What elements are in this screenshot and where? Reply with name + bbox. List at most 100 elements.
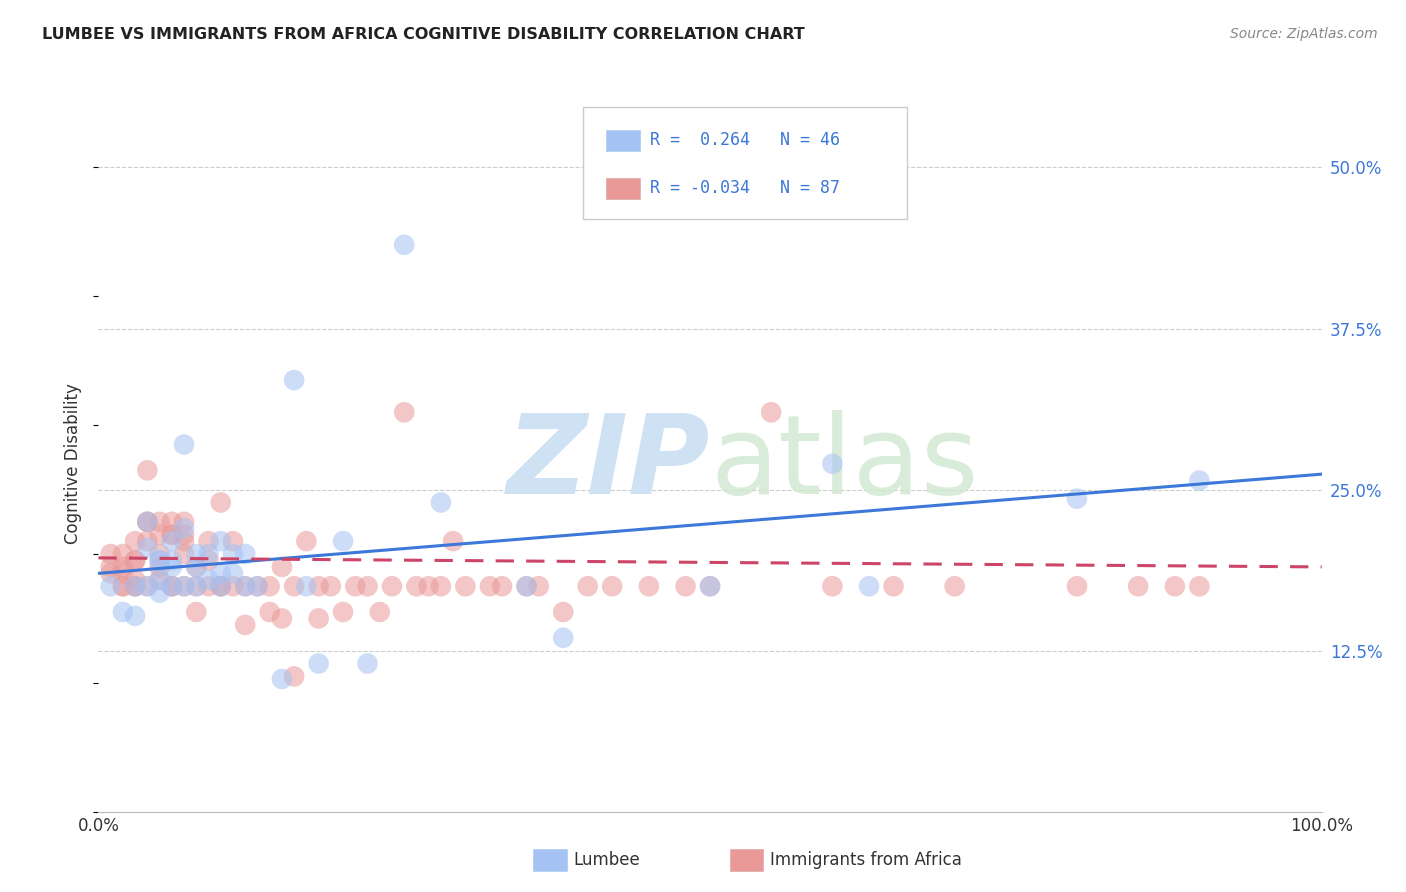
Point — [246, 579, 269, 593]
Point — [136, 515, 159, 529]
Point — [173, 437, 195, 451]
Point — [368, 605, 391, 619]
Point — [553, 631, 575, 645]
Point — [160, 560, 183, 574]
Point — [124, 579, 146, 593]
Point — [1128, 579, 1150, 593]
Point — [173, 579, 195, 593]
Point — [197, 534, 219, 549]
Point — [149, 553, 172, 567]
Point — [222, 547, 245, 561]
Text: R = -0.034   N = 87: R = -0.034 N = 87 — [650, 179, 839, 197]
Point — [246, 579, 269, 593]
Point — [270, 611, 294, 625]
Text: Source: ZipAtlas.com: Source: ZipAtlas.com — [1230, 27, 1378, 41]
Point — [136, 579, 159, 593]
Text: Lumbee: Lumbee — [574, 851, 640, 869]
Point — [332, 605, 354, 619]
Point — [491, 579, 513, 593]
Point — [149, 553, 172, 567]
Point — [136, 515, 159, 529]
Point — [197, 547, 219, 561]
Point — [821, 579, 844, 593]
Point — [283, 373, 305, 387]
Point — [233, 579, 256, 593]
Point — [356, 579, 378, 593]
Point — [100, 560, 122, 574]
Point — [1066, 491, 1088, 506]
Point — [149, 547, 172, 561]
Point — [675, 579, 697, 593]
Point — [149, 560, 172, 574]
Point — [344, 579, 367, 593]
Point — [515, 579, 537, 593]
Point — [233, 618, 256, 632]
Text: LUMBEE VS IMMIGRANTS FROM AFRICA COGNITIVE DISABILITY CORRELATION CHART: LUMBEE VS IMMIGRANTS FROM AFRICA COGNITI… — [42, 27, 804, 42]
Point — [160, 579, 183, 593]
Text: R =  0.264   N = 46: R = 0.264 N = 46 — [650, 131, 839, 149]
Point — [319, 579, 342, 593]
Text: atlas: atlas — [710, 410, 979, 517]
Point — [222, 579, 245, 593]
Point — [515, 579, 537, 593]
Point — [308, 579, 330, 593]
Point — [283, 579, 305, 593]
Point — [699, 579, 721, 593]
Point — [332, 534, 354, 549]
Point — [576, 579, 599, 593]
Point — [149, 573, 172, 587]
Text: Immigrants from Africa: Immigrants from Africa — [770, 851, 962, 869]
Point — [209, 579, 232, 593]
Point — [197, 573, 219, 587]
Point — [308, 611, 330, 625]
Point — [111, 579, 134, 593]
Point — [149, 585, 172, 599]
Point — [600, 579, 623, 593]
Point — [136, 534, 159, 549]
Point — [111, 547, 134, 561]
Point — [100, 566, 122, 581]
Point — [943, 579, 966, 593]
Point — [638, 579, 661, 593]
Point — [100, 579, 122, 593]
Point — [186, 579, 208, 593]
Point — [259, 605, 281, 619]
Point — [149, 515, 172, 529]
Point — [1188, 474, 1211, 488]
Point — [356, 657, 378, 671]
Point — [821, 457, 844, 471]
Point — [209, 566, 232, 581]
Point — [209, 579, 232, 593]
Point — [405, 579, 427, 593]
Point — [209, 579, 232, 593]
Point — [149, 573, 172, 587]
Point — [478, 579, 501, 593]
Point — [186, 605, 208, 619]
Point — [124, 553, 146, 567]
Point — [160, 579, 183, 593]
Point — [233, 579, 256, 593]
Point — [761, 405, 783, 419]
Point — [124, 579, 146, 593]
Point — [173, 547, 195, 561]
Point — [124, 579, 146, 593]
Point — [149, 527, 172, 541]
Point — [699, 579, 721, 593]
Point — [295, 579, 318, 593]
Point — [222, 534, 245, 549]
Y-axis label: Cognitive Disability: Cognitive Disability — [65, 384, 83, 544]
Point — [209, 534, 232, 549]
Point — [173, 534, 195, 549]
Point — [295, 534, 318, 549]
Point — [160, 579, 183, 593]
Point — [124, 553, 146, 567]
Point — [173, 579, 195, 593]
Point — [883, 579, 905, 593]
Point — [430, 579, 453, 593]
Point — [270, 672, 294, 686]
Point — [197, 553, 219, 567]
Point — [100, 547, 122, 561]
Point — [111, 579, 134, 593]
Point — [270, 560, 294, 574]
Point — [124, 608, 146, 623]
